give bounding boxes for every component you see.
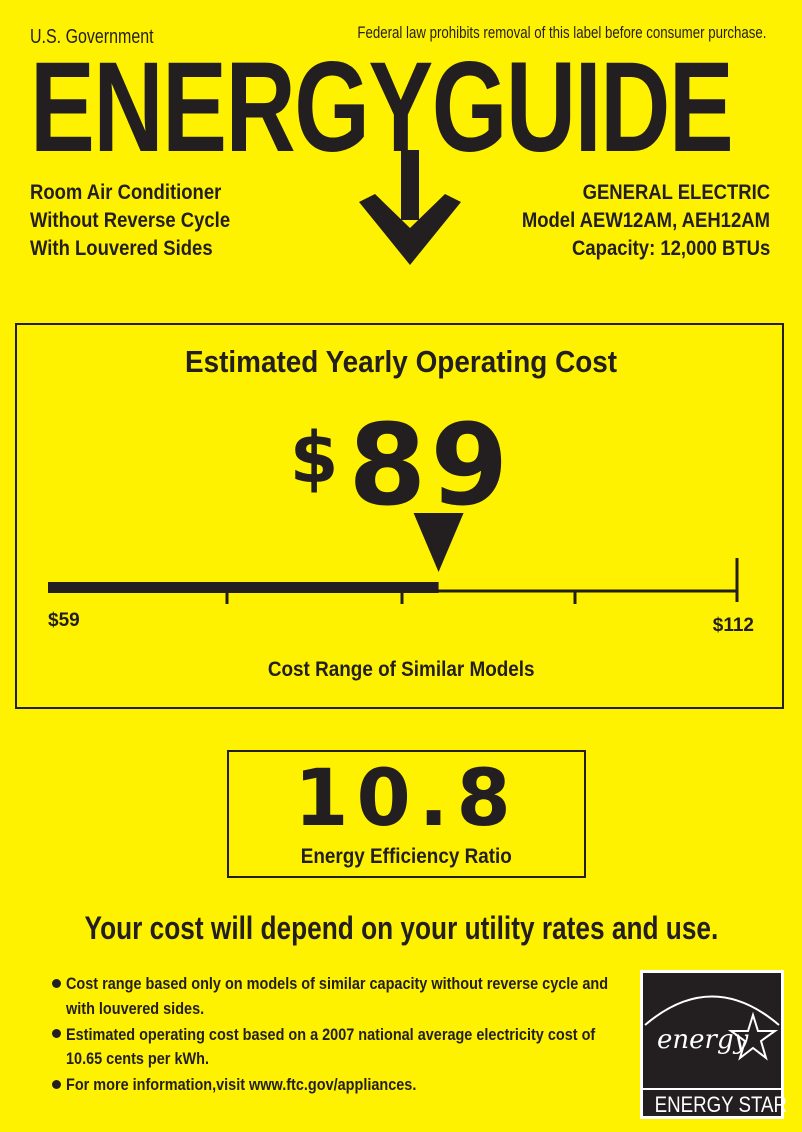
bullet-icon	[52, 1029, 61, 1038]
brand: GENERAL ELECTRIC	[582, 181, 770, 204]
energy-star-icon: energy	[644, 995, 780, 1061]
efficiency-label: Energy Efficiency Ratio	[300, 845, 513, 868]
operating-cost-value: $89	[289, 401, 513, 531]
energy-star-logo: energy	[640, 970, 784, 1119]
range-caption: Cost Range of Similar Models	[267, 658, 535, 681]
bullet-icon	[52, 1080, 61, 1089]
operating-cost-title: Estimated Yearly Operating Cost	[184, 344, 618, 379]
down-arrow-icon	[359, 150, 461, 265]
capacity: Capacity: 12,000 BTUs	[571, 237, 770, 260]
bullet-text-cont: 10.65 cents per kWh.	[66, 1049, 209, 1068]
efficiency-value: 10.8	[294, 754, 519, 844]
product-type: Room Air Conditioner	[30, 181, 222, 204]
us-government-label: U.S. Government	[30, 26, 154, 48]
efficiency-box	[227, 750, 586, 878]
model-numbers: Model AEW12AM, AEH12AM	[521, 209, 770, 232]
bullet-text-cont: with louvered sides.	[66, 999, 205, 1018]
product-sides: With Louvered Sides	[30, 237, 213, 260]
bullet-text: Estimated operating cost based on a 2007…	[66, 1025, 596, 1044]
range-max-label: $112	[712, 615, 754, 636]
bullet-text: Cost range based only on models of simil…	[66, 974, 609, 993]
range-fill	[48, 582, 439, 593]
cost-marker-triangle	[413, 513, 464, 572]
operating-cost-box	[15, 323, 784, 709]
range-min-label: $59	[48, 610, 80, 631]
energyguide-title: ENERGYGUIDE	[30, 36, 734, 179]
product-cycle: Without Reverse Cycle	[30, 209, 231, 232]
energy-star-wordmark: ENERGY STAR	[643, 1088, 787, 1116]
bullet-text: For more information,visit www.ftc.gov/a…	[66, 1075, 417, 1094]
cost-notice: Your cost will depend on your utility ra…	[84, 910, 718, 946]
bullet-icon	[52, 979, 61, 988]
cost-range-scale	[48, 513, 739, 604]
energy-script: energy	[657, 1025, 749, 1055]
law-notice: Federal law prohibits removal of this la…	[356, 23, 766, 42]
